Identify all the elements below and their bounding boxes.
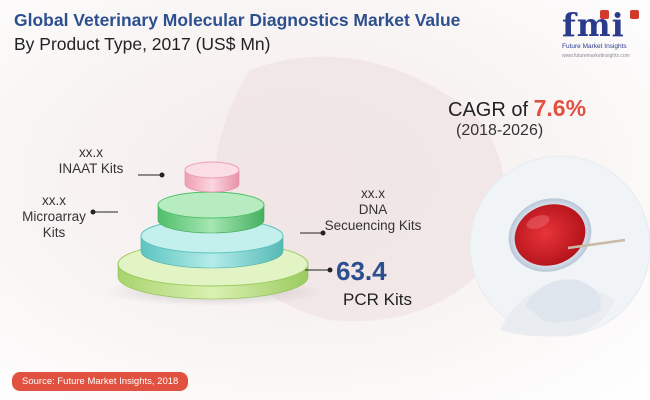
chart-title: Global Veterinary Molecular Diagnostics … [14, 10, 461, 30]
logo-dot-icon [600, 10, 609, 19]
label-inaat-value: xx.x [78, 145, 103, 160]
tier-inaat-kits [184, 161, 240, 193]
leader-line-microarray [90, 209, 118, 215]
label-microarray-line1: Microarray [22, 209, 86, 224]
label-microarray: xx.x Microarray Kits [16, 193, 92, 241]
petri-dish-photo [469, 155, 650, 337]
source-badge: Source: Future Market Insights, 2018 [12, 372, 189, 391]
logo-wordmark: fmi [562, 6, 625, 44]
label-inaat-name: INAAT Kits [58, 161, 124, 176]
logo-company-name: Future Market Insights [562, 43, 627, 50]
logo-dot-icon [630, 10, 639, 19]
label-dna-line1: DNA [358, 202, 388, 217]
label-microarray-line2: Kits [42, 225, 66, 240]
leader-line-inaat [138, 172, 165, 178]
chart-subtitle: By Product Type, 2017 (US$ Mn) [14, 34, 271, 54]
cagr-value: 7.6% [533, 95, 587, 121]
label-dna-line2: Secuencing Kits [324, 218, 422, 233]
label-pcr-name: PCR Kits [343, 290, 412, 309]
label-dna-value: xx.x [360, 186, 385, 201]
cagr-text: CAGR of 7.6% [448, 95, 586, 122]
label-inaat: xx.x INAAT Kits [48, 145, 134, 177]
tier-microarray-kits [157, 191, 265, 234]
label-dna: xx.x DNA Secuencing Kits [318, 186, 428, 234]
label-microarray-value: xx.x [41, 193, 66, 208]
cagr-prefix: CAGR of [448, 99, 529, 121]
label-pcr-value: 63.4 [336, 256, 387, 286]
leader-line-pcr [305, 267, 333, 273]
fmi-logo: fmi Future Market Insights www.futuremar… [560, 8, 644, 62]
leader-line-dna [300, 230, 326, 236]
cagr-period: (2018-2026) [456, 122, 544, 139]
logo-url: www.futuremarketinsights.com [562, 53, 630, 59]
